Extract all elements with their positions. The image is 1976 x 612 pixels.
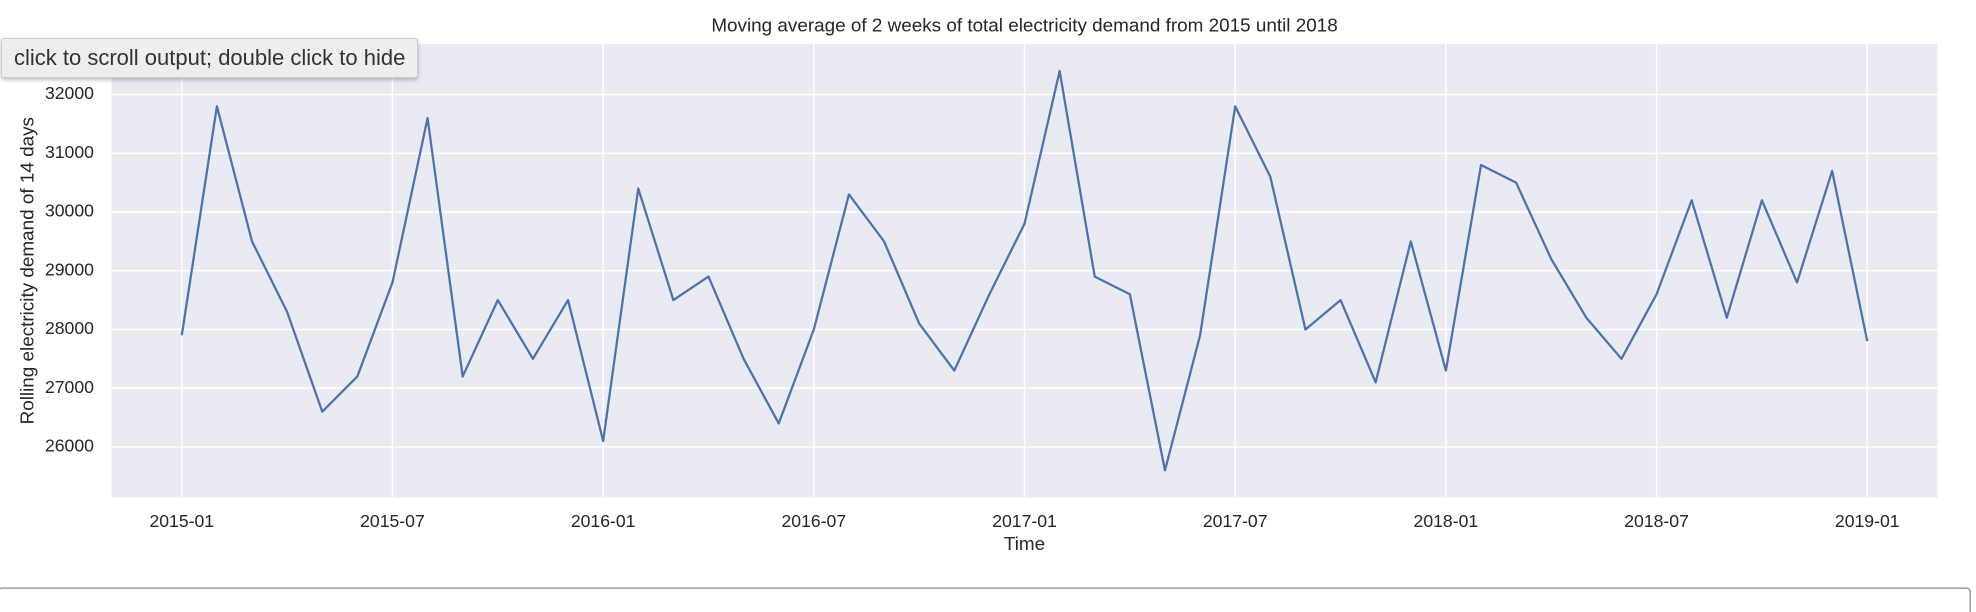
x-tick-label: 2016-01 — [571, 511, 636, 531]
y-tick-label: 30000 — [45, 201, 94, 221]
chart-title: Moving average of 2 weeks of total elect… — [711, 15, 1337, 36]
output-tooltip[interactable]: click to scroll output; double click to … — [1, 38, 419, 78]
y-tick-label: 27000 — [45, 377, 94, 397]
x-tick-label: 2015-01 — [149, 511, 214, 531]
input-cell[interactable] — [0, 587, 1971, 612]
y-tick-label: 26000 — [45, 436, 94, 456]
x-tick-label: 2015-07 — [360, 511, 425, 531]
x-tick-label: 2017-07 — [1203, 511, 1268, 531]
x-tick-label: 2018-07 — [1624, 511, 1689, 531]
x-tick-label: 2017-01 — [992, 511, 1057, 531]
x-tick-label: 2016-07 — [782, 511, 847, 531]
x-tick-label: 2018-01 — [1414, 511, 1479, 531]
x-tick-label: 2019-01 — [1835, 511, 1900, 531]
y-tick-label: 28000 — [45, 318, 94, 338]
y-tick-label: 29000 — [45, 259, 94, 279]
y-tick-label: 32000 — [45, 83, 94, 103]
y-tick-label: 31000 — [45, 142, 94, 162]
x-axis-label: Time — [1004, 534, 1045, 555]
data-line — [180, 69, 1869, 472]
y-axis-label: Rolling electricity demand of 14 days — [17, 117, 38, 424]
